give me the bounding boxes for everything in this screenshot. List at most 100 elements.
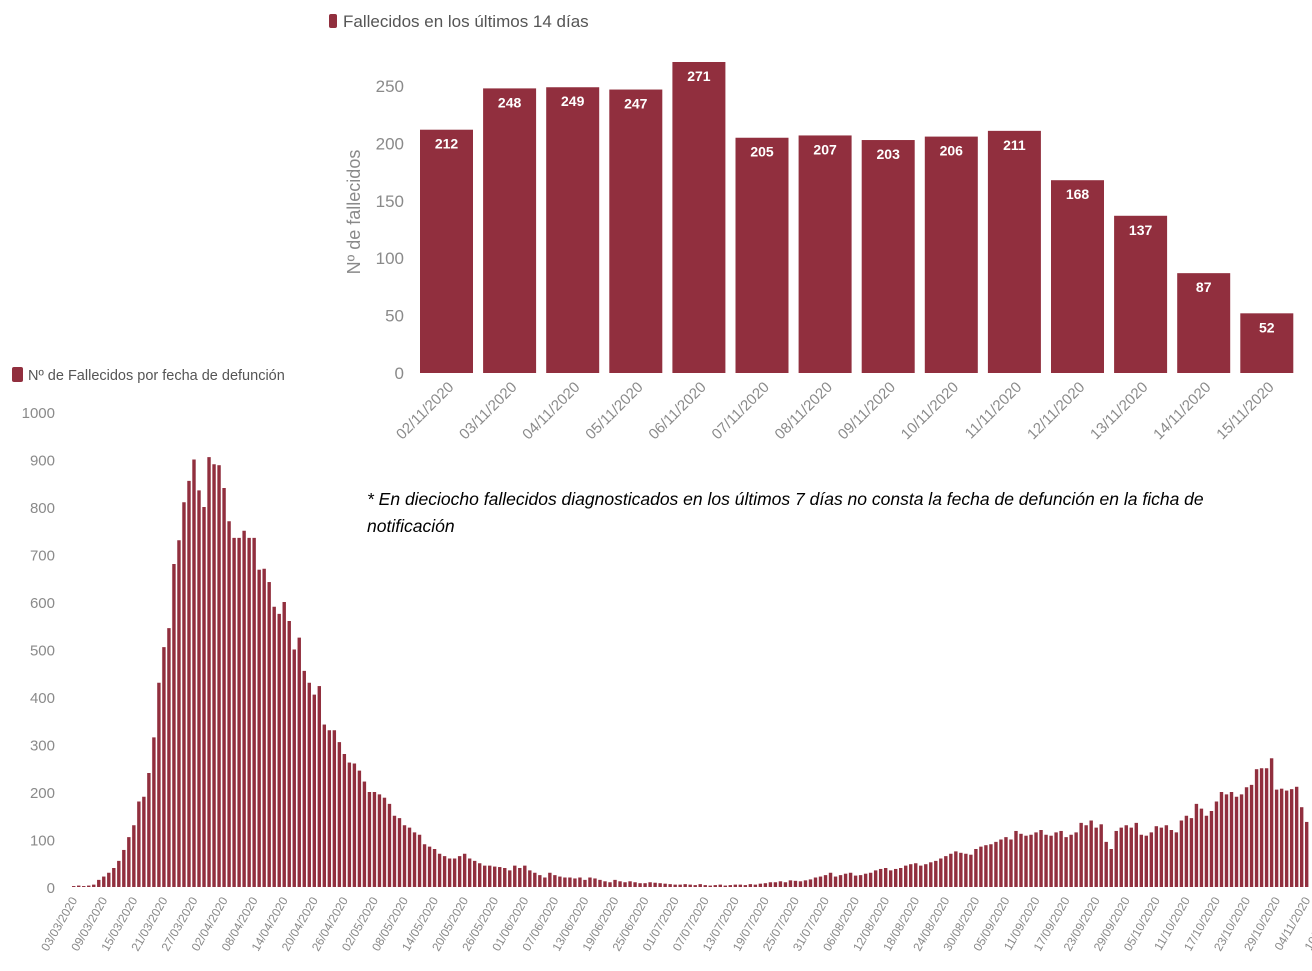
top-y-tick-label: 150 bbox=[376, 192, 404, 211]
bottom-bar bbox=[738, 884, 743, 887]
bottom-bar bbox=[1034, 832, 1038, 887]
bottom-bar bbox=[332, 730, 337, 887]
bottom-bar bbox=[462, 853, 467, 887]
bottom-bar bbox=[72, 886, 76, 887]
bottom-bar bbox=[508, 870, 512, 887]
top-bar bbox=[1051, 180, 1104, 373]
bottom-bar bbox=[292, 649, 296, 887]
bottom-bar bbox=[287, 621, 291, 887]
top-x-tick-label: 11/11/2020 bbox=[962, 379, 1026, 443]
bottom-bar bbox=[833, 876, 838, 887]
bottom-bar bbox=[222, 488, 226, 887]
bottom-bar bbox=[1004, 837, 1008, 887]
bottom-bar bbox=[1019, 833, 1023, 887]
bottom-bar bbox=[142, 796, 146, 887]
bottom-bar bbox=[112, 868, 116, 887]
bottom-bar bbox=[317, 686, 322, 887]
bottom-bar bbox=[678, 884, 682, 887]
bottom-bar bbox=[533, 872, 537, 887]
bottom-bar bbox=[207, 457, 211, 887]
bottom-bar bbox=[493, 866, 497, 887]
top-x-tick-label: 15/11/2020 bbox=[1213, 379, 1277, 443]
top-bar bbox=[1240, 313, 1294, 373]
bottom-bar bbox=[1169, 830, 1174, 887]
top-bar-data-label: 205 bbox=[750, 144, 774, 160]
bottom-bar bbox=[322, 724, 327, 887]
bottom-bar bbox=[457, 856, 462, 887]
top-bar bbox=[546, 87, 600, 374]
top-bar-data-label: 137 bbox=[1129, 222, 1153, 238]
bottom-bar bbox=[167, 628, 171, 887]
bottom-bar bbox=[909, 864, 913, 887]
bottom-bar bbox=[543, 877, 547, 887]
bottom-bar bbox=[553, 875, 557, 887]
bottom-bar bbox=[1039, 830, 1043, 887]
bottom-y-tick-label: 1000 bbox=[22, 405, 55, 422]
bottom-bar bbox=[117, 860, 121, 887]
bottom-bar bbox=[1154, 826, 1159, 887]
bottom-bar bbox=[1084, 825, 1088, 887]
bottom-bar bbox=[132, 825, 136, 887]
bottom-bar bbox=[1054, 832, 1058, 887]
top-y-tick-label: 100 bbox=[376, 249, 404, 268]
bottom-bar bbox=[1244, 787, 1249, 887]
bottom-bar bbox=[277, 613, 281, 887]
bottom-bar bbox=[713, 885, 717, 887]
bottom-bar bbox=[718, 884, 722, 887]
bottom-bar bbox=[558, 876, 562, 887]
top-bar-data-label: 207 bbox=[813, 141, 837, 157]
bottom-bar bbox=[1229, 792, 1234, 887]
bottom-bar bbox=[1029, 834, 1033, 887]
bottom-bar bbox=[753, 884, 758, 887]
bottom-bar bbox=[1249, 784, 1254, 887]
bottom-bar bbox=[883, 868, 888, 887]
bottom-bar bbox=[758, 883, 763, 887]
bottom-bar bbox=[367, 792, 372, 887]
top-bar bbox=[861, 140, 915, 373]
bottom-bar bbox=[1114, 830, 1118, 887]
top-y-tick-label: 250 bbox=[376, 77, 404, 96]
bottom-bar bbox=[1164, 825, 1169, 887]
bottom-bar bbox=[488, 865, 492, 887]
bottom-bar bbox=[447, 858, 452, 887]
bottom-bar bbox=[808, 879, 813, 887]
bottom-bar bbox=[563, 877, 567, 887]
bottom-bar bbox=[1099, 824, 1103, 887]
bottom-bar bbox=[518, 868, 522, 887]
bottom-bar bbox=[693, 885, 697, 887]
bottom-bar bbox=[964, 853, 968, 887]
bottom-bar bbox=[1184, 815, 1189, 887]
bottom-bar bbox=[628, 881, 632, 887]
bottom-bar bbox=[1294, 786, 1299, 887]
bottom-bar bbox=[362, 781, 367, 887]
bottom-bar bbox=[1289, 789, 1294, 887]
bottom-bar bbox=[878, 868, 883, 887]
bottom-bar bbox=[1299, 807, 1304, 887]
bottom-bar bbox=[733, 884, 738, 887]
bottom-bar bbox=[427, 846, 432, 887]
bottom-bar bbox=[939, 858, 943, 887]
bottom-bar bbox=[613, 879, 617, 887]
bottom-bar bbox=[242, 530, 246, 887]
bottom-bar bbox=[1234, 796, 1239, 887]
bottom-bar bbox=[262, 568, 266, 887]
bottom-bar bbox=[372, 792, 377, 887]
bottom-bar bbox=[648, 882, 652, 887]
bottom-bar bbox=[197, 490, 201, 887]
top-bar bbox=[483, 88, 537, 373]
bottom-y-tick-label: 300 bbox=[30, 738, 55, 755]
top-y-tick-label: 200 bbox=[376, 134, 404, 153]
bottom-bar bbox=[1049, 835, 1053, 887]
bottom-bar bbox=[237, 537, 241, 887]
top-legend-label: Fallecidos en los últimos 14 días bbox=[343, 12, 589, 31]
bottom-bar bbox=[157, 682, 161, 887]
bottom-bar bbox=[1259, 768, 1264, 887]
bottom-bar bbox=[382, 797, 387, 887]
bottom-bar bbox=[1089, 820, 1093, 887]
top-x-tick-label: 06/11/2020 bbox=[645, 379, 709, 443]
bottom-bar bbox=[442, 856, 447, 887]
bottom-bar bbox=[673, 884, 677, 887]
bottom-bar bbox=[1094, 827, 1098, 887]
bottom-bar bbox=[959, 852, 963, 887]
bottom-bar bbox=[377, 794, 382, 887]
